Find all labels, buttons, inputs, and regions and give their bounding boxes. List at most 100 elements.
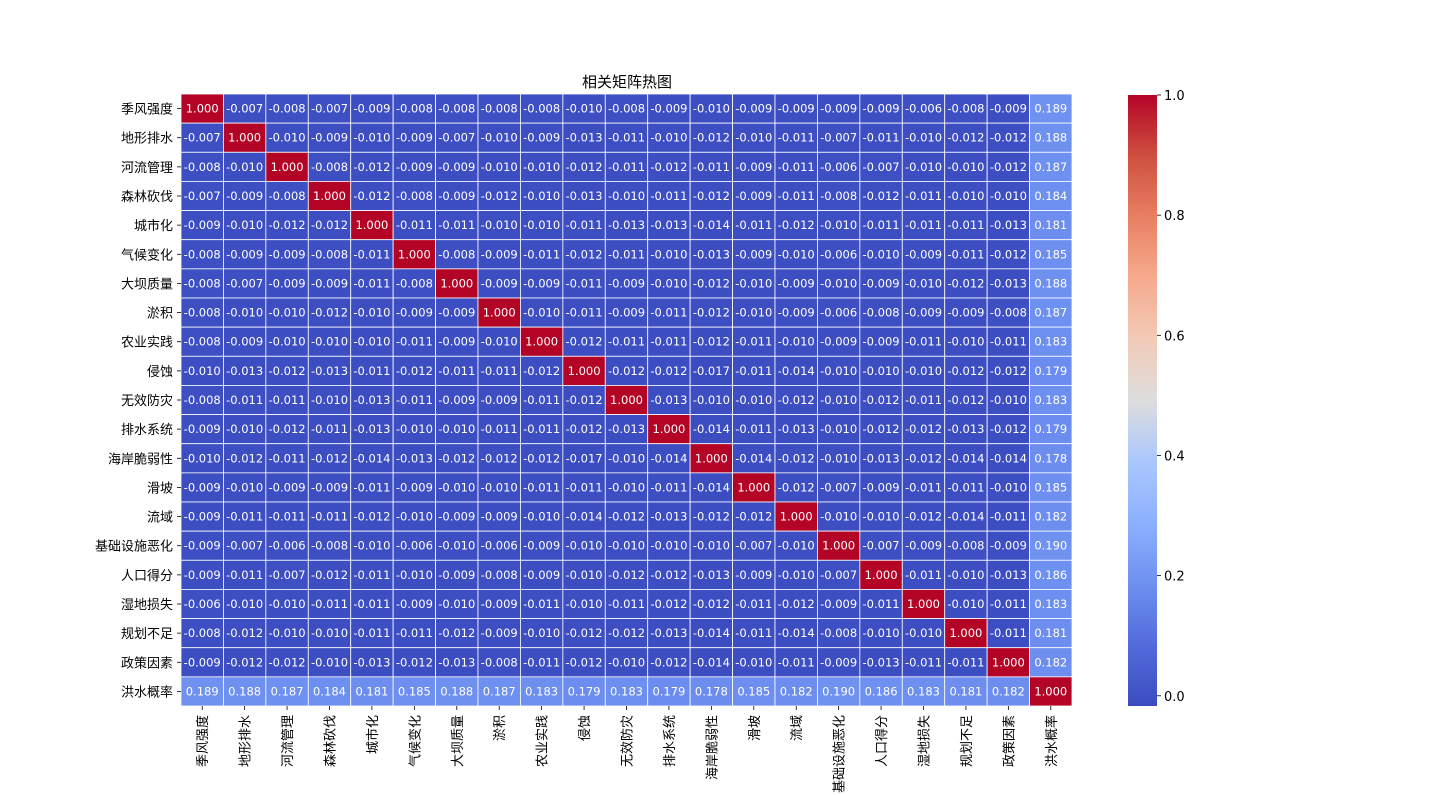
cell-value-label: -0.009 (990, 539, 1027, 553)
colorbar-tick-label: 0.4 (1164, 449, 1185, 464)
y-tick-label: 季风强度 (121, 102, 173, 118)
heatmap-cell (435, 239, 479, 270)
cell-value-label: 0.182 (780, 684, 813, 698)
cell-value-label: -0.012 (650, 364, 687, 378)
cell-value-label: -0.010 (820, 451, 857, 465)
cell-value-label: -0.013 (566, 189, 603, 203)
cell-value-label: -0.010 (311, 655, 348, 669)
cell-value-label: -0.010 (650, 276, 687, 290)
heatmap-cell (180, 93, 224, 124)
heatmap-cell (1029, 268, 1073, 299)
cell-value-label: -0.010 (905, 160, 942, 174)
cell-value-label: -0.009 (481, 510, 518, 524)
cell-value-label: -0.010 (608, 451, 645, 465)
heatmap-cell (180, 151, 224, 182)
cell-value-label: -0.011 (438, 364, 475, 378)
cell-value-label: -0.011 (396, 218, 433, 232)
heatmap-cell (477, 501, 521, 532)
cell-value-label: -0.013 (353, 422, 390, 436)
heatmap-cell (392, 676, 436, 707)
cell-value-label: -0.009 (269, 276, 306, 290)
heatmap-cell (732, 239, 776, 270)
cell-value-label: -0.012 (269, 655, 306, 669)
heatmap-cell (265, 676, 309, 707)
colorbar-tick-label: 0.0 (1164, 690, 1185, 705)
cell-value-label: -0.009 (438, 510, 475, 524)
cell-value-label: -0.011 (353, 276, 390, 290)
heatmap-cell (265, 618, 309, 649)
cell-value-label: -0.014 (990, 451, 1027, 465)
cell-value-label: -0.010 (863, 510, 900, 524)
cell-value-label: 0.183 (1034, 597, 1067, 611)
heatmap-cell (180, 385, 224, 415)
heatmap-cell (901, 122, 946, 153)
cell-value-label: -0.012 (990, 160, 1027, 174)
heatmap-cell (689, 559, 733, 590)
heatmap-cell (774, 239, 818, 270)
heatmap-cell (901, 501, 946, 532)
cell-value-label: -0.011 (650, 335, 687, 349)
heatmap-cell (901, 647, 946, 678)
heatmap-cell (986, 443, 1030, 474)
heatmap-cell (180, 297, 224, 328)
heatmap-cell (392, 268, 436, 299)
heatmap-cell (477, 239, 521, 270)
heatmap-cell (1029, 297, 1073, 328)
heatmap-cell (901, 355, 946, 386)
heatmap-cell (435, 122, 479, 153)
cell-value-label: -0.009 (269, 480, 306, 494)
heatmap-cell (180, 647, 224, 678)
cell-value-label: -0.009 (481, 597, 518, 611)
cell-value-label: -0.012 (269, 422, 306, 436)
cell-value-label: -0.013 (693, 568, 730, 582)
cell-value-label: -0.013 (863, 655, 900, 669)
heatmap-cell (604, 559, 649, 590)
cell-value-label: -0.013 (947, 422, 984, 436)
cell-value-label: -0.011 (905, 335, 942, 349)
cell-value-label: -0.010 (735, 306, 772, 320)
cell-value-label: -0.012 (269, 218, 306, 232)
cell-value-label: -0.011 (947, 218, 984, 232)
heatmap-cell (944, 181, 988, 211)
heatmap-cell (944, 297, 988, 328)
heatmap-cell (986, 93, 1030, 124)
cell-value-label: -0.009 (990, 102, 1027, 116)
cell-value-label: -0.010 (311, 393, 348, 407)
cell-value-label: -0.010 (269, 335, 306, 349)
cell-value-label: -0.009 (523, 131, 560, 145)
heatmap-cell (986, 559, 1030, 590)
heatmap-cell (689, 181, 733, 211)
cell-value-label: -0.010 (269, 597, 306, 611)
heatmap-cell (647, 530, 691, 561)
cell-value-label: -0.012 (990, 422, 1027, 436)
colorbar-tick-label: 0.2 (1164, 570, 1185, 585)
heatmap-cell (817, 618, 861, 649)
cell-value-label: -0.011 (353, 480, 390, 494)
cell-value-label: -0.014 (353, 451, 390, 465)
x-tick-label: 人口得分 (874, 715, 890, 767)
cell-value-label: -0.011 (778, 160, 815, 174)
cell-value-label: -0.010 (481, 335, 518, 349)
cell-value-label: -0.009 (905, 306, 942, 320)
heatmap-cell (435, 210, 479, 241)
cell-value-label: -0.009 (481, 393, 518, 407)
heatmap-cell (520, 472, 564, 503)
heatmap-cell (223, 93, 267, 124)
heatmap-cell (223, 647, 267, 678)
cell-value-label: -0.009 (396, 306, 433, 320)
cell-value-label: -0.013 (353, 655, 390, 669)
cell-value-label: -0.009 (311, 276, 348, 290)
heatmap-cell (307, 297, 352, 328)
cell-value-label: -0.012 (990, 131, 1027, 145)
cell-value-label: -0.011 (523, 480, 560, 494)
cell-value-label: -0.012 (650, 568, 687, 582)
cell-value-label: -0.012 (438, 626, 475, 640)
cell-value-label: -0.008 (184, 335, 221, 349)
cell-value-label: -0.011 (650, 189, 687, 203)
cell-value-label: -0.009 (269, 247, 306, 261)
cell-value-label: -0.006 (184, 597, 221, 611)
cell-value-label: -0.011 (905, 218, 942, 232)
heatmap-cell (774, 618, 818, 649)
heatmap-cell (223, 239, 267, 270)
heatmap-cell (435, 151, 479, 182)
